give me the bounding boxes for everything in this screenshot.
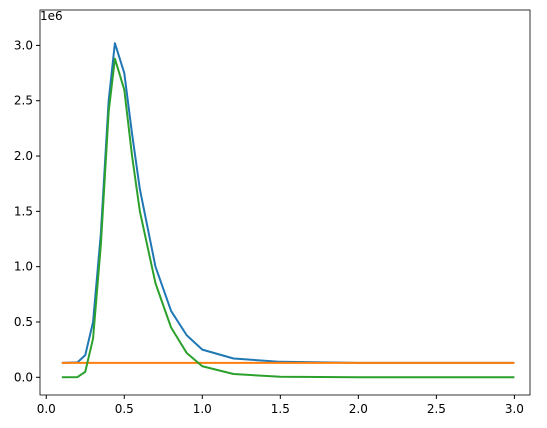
y-tick-label: 2.0: [14, 149, 33, 163]
y-tick-label: 0.0: [14, 370, 33, 384]
x-tick-label: 2.0: [349, 402, 368, 416]
y-tick-label: 3.0: [14, 38, 33, 52]
x-tick-label: 0.5: [115, 402, 134, 416]
x-tick-label: 1.0: [193, 402, 212, 416]
x-tick-label: 2.5: [427, 402, 446, 416]
x-tick-label: 1.5: [271, 402, 290, 416]
line-series: [61, 42, 515, 364]
y-tick-label: 1.5: [14, 204, 33, 218]
y-tick-label: 2.5: [14, 94, 33, 108]
line-series: [61, 57, 515, 379]
y-tick-label: 0.5: [14, 315, 33, 329]
x-tick-label: 3.0: [505, 402, 524, 416]
offset-label: 1e6: [40, 9, 63, 23]
y-tick-label: 1.0: [14, 260, 33, 274]
x-tick-label: 0.0: [37, 402, 56, 416]
plot-frame: [39, 9, 531, 396]
